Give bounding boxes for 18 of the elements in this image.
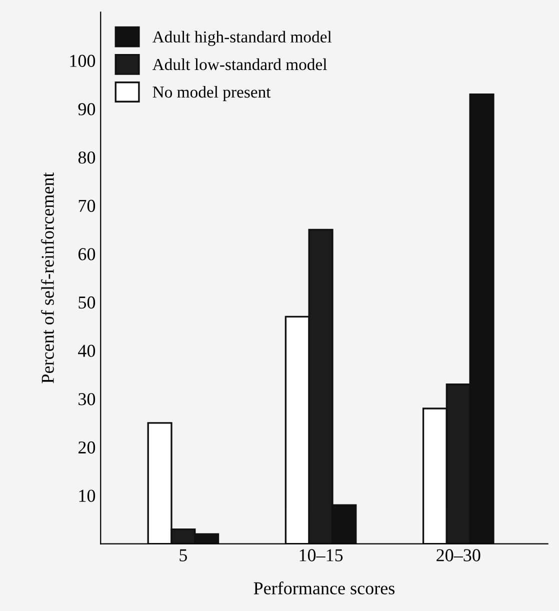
- y-tick-label: 90: [78, 103, 96, 116]
- y-tick-label: 100: [70, 54, 96, 67]
- x-tick-label: 10–15: [300, 549, 343, 562]
- x-tick-label: 5: [180, 549, 187, 562]
- y-tick-label: 40: [78, 344, 96, 357]
- legend-label: No model present: [152, 86, 271, 102]
- y-tick-label: 70: [78, 200, 96, 212]
- y-tick-label: 80: [78, 151, 96, 164]
- y-tick-label: 50: [78, 296, 96, 309]
- legend-label: Adult low-standard model: [152, 58, 327, 70]
- x-tick-label: 20–30: [436, 549, 480, 562]
- y-axis-title: Percent of self-reinforcement: [41, 172, 54, 384]
- y-tick-label: 60: [78, 248, 96, 260]
- x-axis-title: Performance scores: [254, 582, 394, 594]
- legend-label: Adult high-standard model: [152, 30, 332, 46]
- y-tick-label: 10: [79, 490, 96, 502]
- y-tick-label: 20: [78, 441, 96, 454]
- y-tick-label: 30: [78, 393, 96, 406]
